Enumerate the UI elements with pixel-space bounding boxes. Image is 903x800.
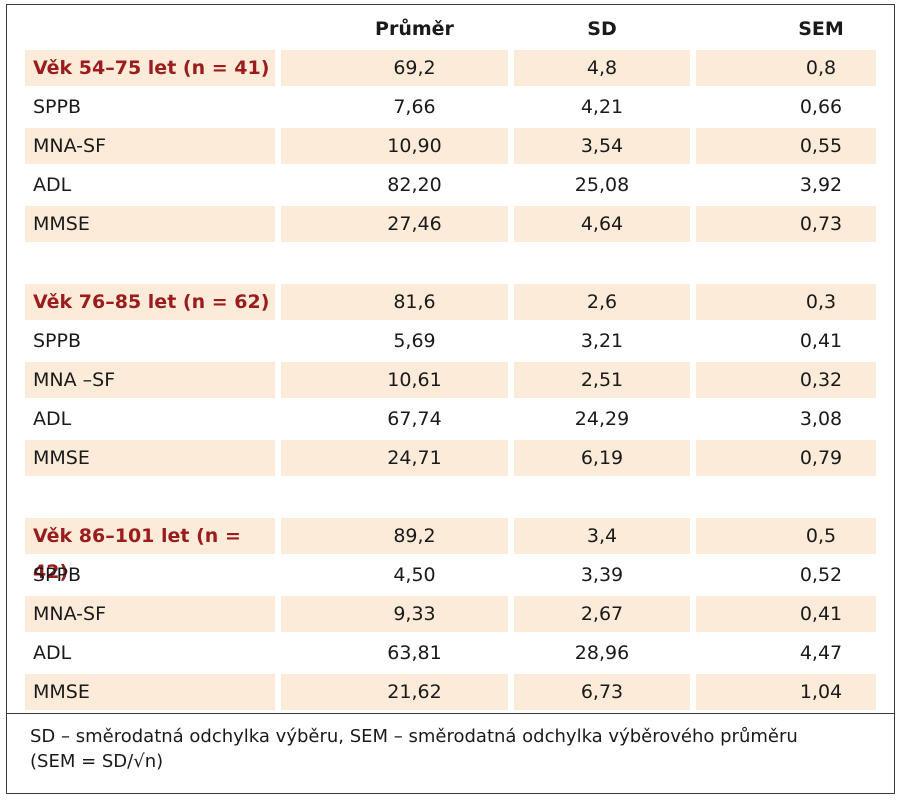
sem-cell: 0,79 (696, 440, 876, 476)
sem-cell: 4,47 (799, 642, 843, 664)
sem-cell: 3,08 (799, 408, 843, 430)
mean-cell: 89,2 (281, 518, 508, 554)
sd-cell: 24,29 (574, 408, 630, 430)
row-label: SPPB (33, 330, 82, 352)
footnote-line-1: SD – směrodatná odchylka výběru, SEM – s… (30, 726, 798, 747)
mean-cell: 67,74 (387, 408, 442, 430)
sd-cell: 3,4 (514, 518, 690, 554)
sd-cell: 2,67 (514, 596, 690, 632)
mean-cell: 7,66 (393, 96, 436, 118)
row-label: MMSE (25, 674, 275, 710)
mean-cell: 69,2 (281, 50, 508, 86)
group-label: Věk 76–85 let (n = 62) (25, 284, 275, 320)
sd-cell: 25,08 (574, 174, 630, 196)
mean-cell: 5,69 (393, 330, 436, 352)
footnote: SD – směrodatná odchylka výběru, SEM – s… (30, 724, 890, 774)
mean-cell: 81,6 (281, 284, 508, 320)
sem-cell: 0,5 (696, 518, 876, 554)
row-label: MMSE (25, 440, 275, 476)
sem-cell: 0,55 (696, 128, 876, 164)
sd-cell: 6,19 (514, 440, 690, 476)
sd-cell: 4,8 (514, 50, 690, 86)
sem-cell: 3,92 (799, 174, 843, 196)
sem-cell: 0,41 (799, 330, 843, 352)
mean-cell: 4,50 (393, 564, 436, 586)
sem-cell: 0,73 (696, 206, 876, 242)
mean-cell: 10,90 (281, 128, 508, 164)
column-header-sem: SEM (798, 18, 844, 40)
mean-cell: 21,62 (281, 674, 508, 710)
sem-cell: 0,8 (696, 50, 876, 86)
sd-cell: 2,6 (514, 284, 690, 320)
table-frame (6, 4, 895, 794)
row-label: SPPB (33, 96, 82, 118)
sem-cell: 0,32 (696, 362, 876, 398)
sd-cell: 4,21 (580, 96, 624, 118)
sem-cell: 0,41 (696, 596, 876, 632)
mean-cell: 9,33 (281, 596, 508, 632)
column-header-sd: SD (587, 18, 617, 40)
row-label: ADL (33, 174, 72, 196)
row-label: MMSE (25, 206, 275, 242)
row-label: SPPB (33, 564, 82, 586)
sd-cell: 2,51 (514, 362, 690, 398)
footnote-divider (6, 713, 895, 714)
mean-cell: 82,20 (387, 174, 442, 196)
sd-cell: 3,39 (580, 564, 624, 586)
mean-cell: 63,81 (387, 642, 442, 664)
sem-cell: 0,66 (799, 96, 843, 118)
row-label: MNA –SF (25, 362, 275, 398)
sd-cell: 6,73 (514, 674, 690, 710)
row-label: MNA-SF (25, 128, 275, 164)
sd-cell: 4,64 (514, 206, 690, 242)
mean-cell: 24,71 (281, 440, 508, 476)
row-label: MNA-SF (25, 596, 275, 632)
sd-cell: 3,21 (580, 330, 624, 352)
mean-cell: 27,46 (281, 206, 508, 242)
row-label: ADL (33, 408, 72, 430)
row-label: ADL (33, 642, 72, 664)
group-label: Věk 54–75 let (n = 41) (25, 50, 275, 86)
footnote-line-2: (SEM = SD/√n) (30, 751, 164, 772)
sd-cell: 3,54 (514, 128, 690, 164)
column-header-mean: Průměr (375, 18, 454, 40)
sd-cell: 28,96 (574, 642, 630, 664)
group-label: Věk 86–101 let (n = 42) (25, 518, 275, 583)
sem-cell: 0,3 (696, 284, 876, 320)
mean-cell: 10,61 (281, 362, 508, 398)
sem-cell: 1,04 (696, 674, 876, 710)
sem-cell: 0,52 (799, 564, 843, 586)
